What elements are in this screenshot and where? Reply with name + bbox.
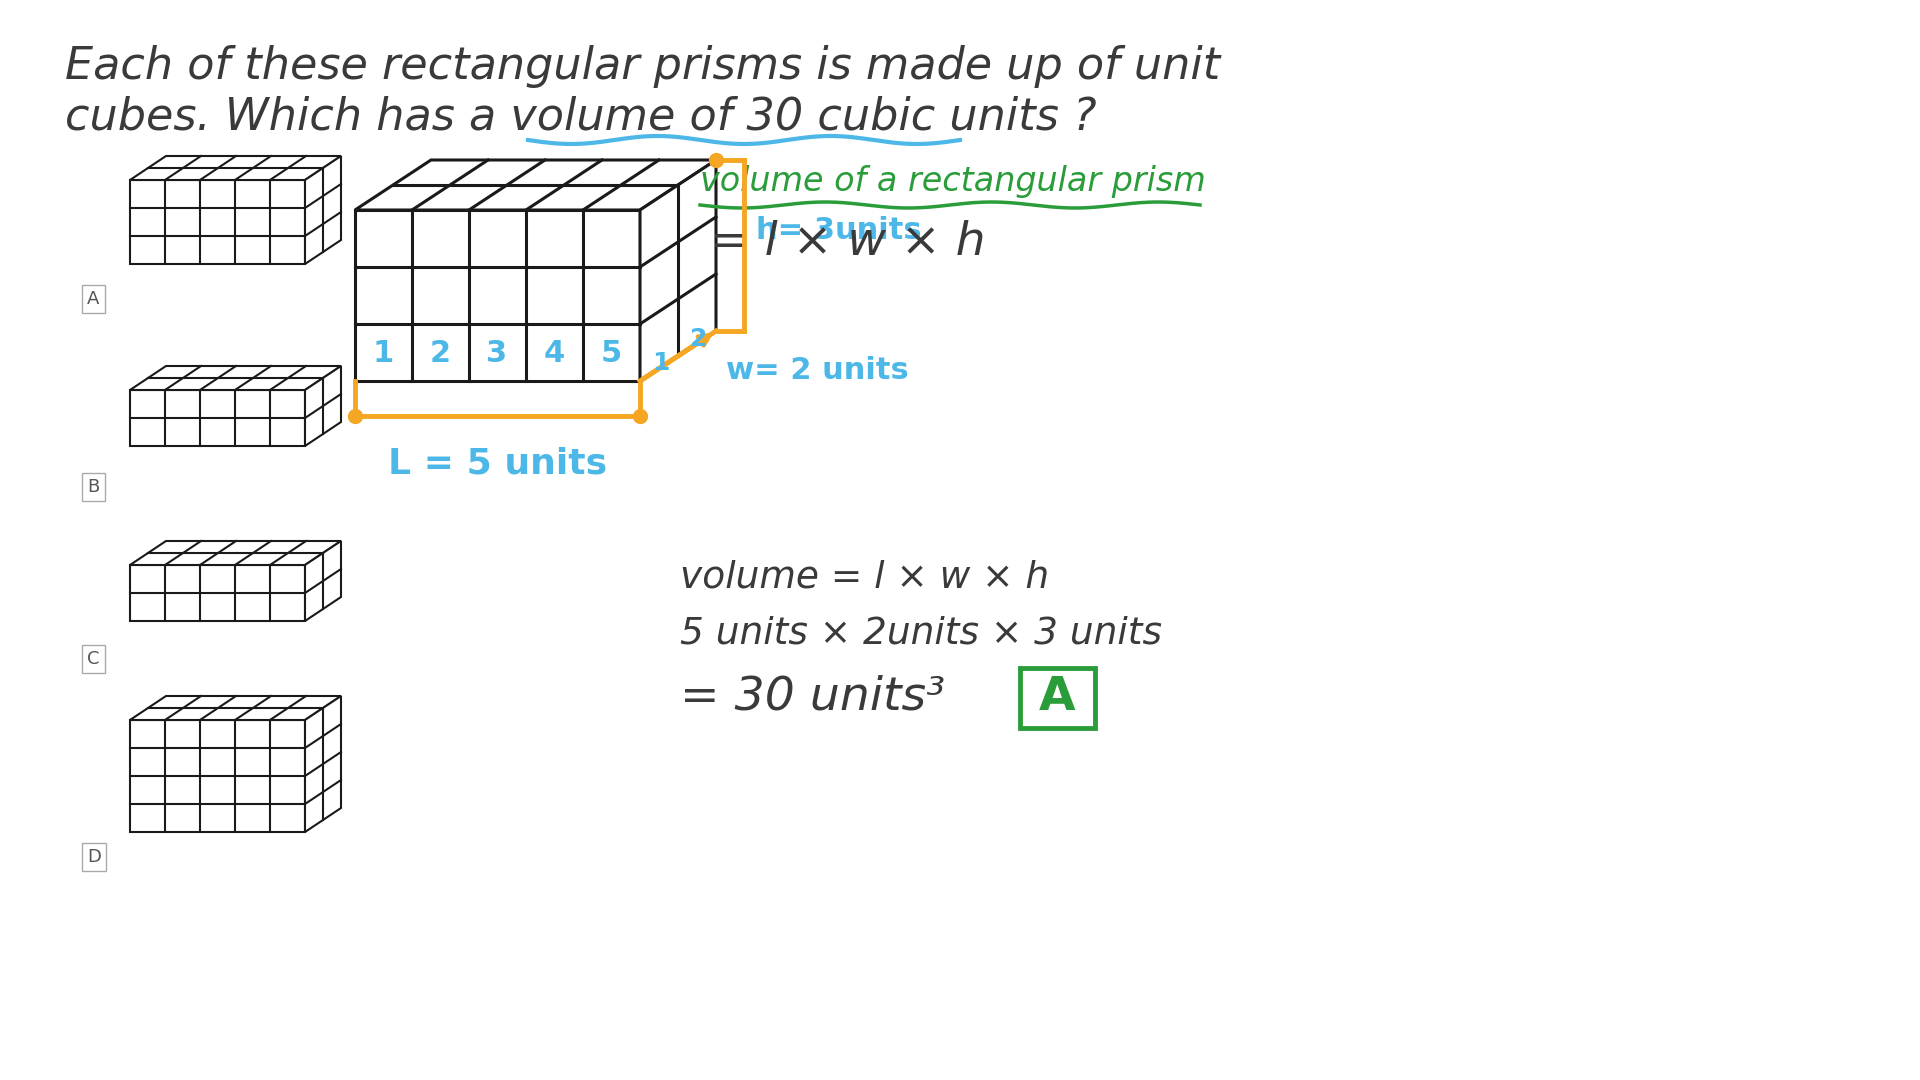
Text: cubes. Which has a volume of 30 cubic units ?: cubes. Which has a volume of 30 cubic un… — [65, 95, 1096, 138]
Text: 3: 3 — [486, 338, 507, 367]
Text: A: A — [86, 291, 100, 308]
Text: h= 3units: h= 3units — [756, 216, 922, 245]
Polygon shape — [305, 541, 342, 621]
Text: D: D — [86, 848, 102, 866]
Polygon shape — [131, 565, 305, 621]
Polygon shape — [131, 696, 342, 720]
Polygon shape — [355, 160, 716, 210]
Polygon shape — [131, 720, 305, 832]
Text: 1: 1 — [372, 338, 394, 367]
Polygon shape — [131, 366, 342, 390]
Text: volume = l × w × h: volume = l × w × h — [680, 561, 1048, 596]
Text: A: A — [1039, 675, 1075, 720]
Polygon shape — [305, 366, 342, 446]
Text: 1: 1 — [653, 351, 670, 376]
Polygon shape — [305, 696, 342, 832]
Text: 2: 2 — [430, 338, 451, 367]
Text: 2: 2 — [691, 326, 708, 351]
Polygon shape — [639, 160, 716, 381]
Polygon shape — [131, 541, 342, 565]
Text: L = 5 units: L = 5 units — [388, 446, 607, 480]
Text: = l × w × h: = l × w × h — [710, 220, 985, 265]
Text: w= 2 units: w= 2 units — [726, 356, 908, 384]
Polygon shape — [131, 156, 342, 180]
Text: 5: 5 — [601, 338, 622, 367]
Text: = 30 units³: = 30 units³ — [680, 675, 945, 720]
Polygon shape — [355, 210, 639, 381]
Polygon shape — [305, 156, 342, 264]
Text: B: B — [86, 478, 100, 496]
Polygon shape — [131, 390, 305, 446]
Polygon shape — [131, 180, 305, 264]
Bar — [1020, 669, 1094, 728]
Text: 5 units × 2units × 3 units: 5 units × 2units × 3 units — [680, 615, 1162, 651]
Text: Each of these rectangular prisms is made up of unit: Each of these rectangular prisms is made… — [65, 45, 1221, 87]
Text: C: C — [86, 650, 100, 669]
Text: 4: 4 — [543, 338, 564, 367]
Text: volume of a rectangular prism: volume of a rectangular prism — [701, 165, 1206, 198]
